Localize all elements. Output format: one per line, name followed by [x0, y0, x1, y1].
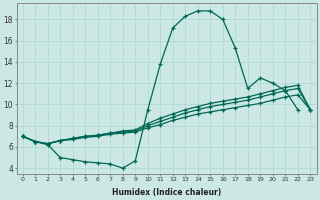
X-axis label: Humidex (Indice chaleur): Humidex (Indice chaleur)	[112, 188, 221, 197]
